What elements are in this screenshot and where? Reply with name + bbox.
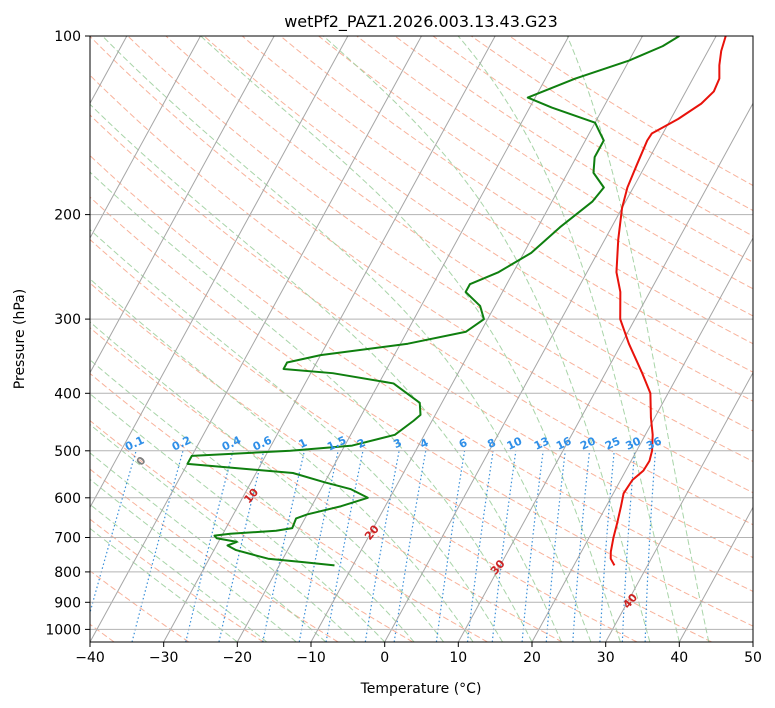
moist-adiabat-line xyxy=(90,103,562,642)
mixing-ratio-label: 30 xyxy=(624,434,644,452)
isotherm-line xyxy=(678,506,753,642)
moist-adiabat-line xyxy=(323,36,651,642)
dry-adiabat-line xyxy=(90,518,264,642)
moist-adiabat-line xyxy=(457,36,680,642)
mixing-ratio-label: 25 xyxy=(603,435,622,453)
mixing-ratio-lines xyxy=(90,450,657,642)
isotherm-line xyxy=(531,236,753,642)
mixing-ratio-label: 16 xyxy=(554,434,574,452)
dry-adiabat-line xyxy=(318,36,753,317)
y-tick-label: 1000 xyxy=(45,622,81,638)
mixing-ratio-label: 10 xyxy=(505,434,525,452)
x-tick-label: 40 xyxy=(670,650,688,666)
dry-adiabat-line xyxy=(90,74,753,526)
moist-adiabat-line xyxy=(90,478,297,642)
isotherm-line xyxy=(90,36,349,509)
y-tick-label: 300 xyxy=(54,312,81,328)
y-tick-label: 900 xyxy=(54,595,81,611)
dry-adiabat-line xyxy=(165,36,753,432)
x-tick-label: −20 xyxy=(223,650,253,666)
dry-adiabat-line xyxy=(90,468,339,642)
isotherm-line xyxy=(90,36,275,374)
y-tick-label: 100 xyxy=(54,29,81,45)
moist-adiabat-line xyxy=(566,36,710,642)
x-axis-ticks: −40 −30 −20 −10 0 10 20 30 40 50 xyxy=(75,642,762,666)
x-tick-label: −40 xyxy=(75,650,105,666)
moist-adiabat-line xyxy=(200,36,621,642)
isotherm-line xyxy=(163,36,496,642)
mixing-ratio-line xyxy=(644,450,657,642)
moist-adiabat-line xyxy=(90,278,474,642)
mixing-ratio-line xyxy=(491,450,517,642)
isotherm-line xyxy=(457,102,753,642)
plot-area xyxy=(90,36,753,642)
x-tick-label: −10 xyxy=(296,650,326,666)
moist-adiabat-line xyxy=(90,527,238,642)
mixing-ratio-line xyxy=(262,450,305,642)
y-tick-label: 400 xyxy=(54,386,81,402)
y-axis-ticks: 100 200 300 400 500 600 700 800 900 1000 xyxy=(45,29,90,638)
isotherms xyxy=(90,36,753,642)
mixing-ratio-label: 13 xyxy=(532,435,551,453)
mixing-ratio-line xyxy=(545,450,566,642)
mixing-ratio-line xyxy=(521,450,544,642)
dry-adiabat-line xyxy=(90,372,488,642)
isotherm-line xyxy=(384,36,717,642)
mixing-ratio-line xyxy=(466,450,494,642)
isotherm-line xyxy=(90,36,201,240)
y-tick-label: 700 xyxy=(54,531,81,547)
mixing-ratio-line xyxy=(572,450,591,642)
temperature-profile-line xyxy=(609,36,727,566)
dry-adiabat-line xyxy=(90,282,638,642)
isotherm-line xyxy=(236,36,570,642)
mixing-ratio-line xyxy=(90,450,137,615)
mixing-ratio-label: 36 xyxy=(644,434,664,452)
moist-adiabat-line xyxy=(90,423,356,642)
mixing-ratio-line xyxy=(435,450,466,642)
mixing-ratio-line xyxy=(218,450,265,642)
x-tick-label: 0 xyxy=(380,650,389,666)
x-tick-label: 20 xyxy=(523,650,541,666)
x-tick-label: −30 xyxy=(149,650,179,666)
isotherm-line xyxy=(605,371,753,642)
y-tick-label: 200 xyxy=(54,208,81,224)
dry-adiabat-line xyxy=(90,570,190,642)
moist-adiabat-line xyxy=(90,452,327,642)
sounding-series xyxy=(186,36,727,567)
moist-adiabat-line xyxy=(90,321,444,642)
dry-adiabat-line xyxy=(90,196,753,627)
isotherm-line xyxy=(310,36,643,642)
moist-adiabat-line xyxy=(102,36,592,642)
y-axis-label: Pressure (hPa) xyxy=(12,289,28,389)
y-tick-label: 800 xyxy=(54,565,81,581)
isotherm-line xyxy=(90,36,422,642)
chart-title: wetPf2_PAZ1.2026.003.13.43.G23 xyxy=(284,12,558,32)
mixing-ratio-label: 20 xyxy=(578,434,598,452)
dewpoint-profile-line xyxy=(186,36,680,567)
x-tick-label: 10 xyxy=(449,650,467,666)
dry-adiabat-line xyxy=(90,36,753,494)
dry-adiabat-line xyxy=(241,36,753,373)
isobars xyxy=(90,36,753,630)
y-tick-label: 600 xyxy=(54,491,81,507)
x-axis-label: Temperature (°C) xyxy=(360,681,482,697)
y-tick-label: 500 xyxy=(54,444,81,460)
moist-adiabat-line xyxy=(90,228,503,642)
x-tick-label: 30 xyxy=(597,650,615,666)
mixing-ratio-line xyxy=(621,450,636,642)
x-tick-label: 50 xyxy=(744,650,762,666)
dry-adiabat-line xyxy=(90,154,753,592)
plot-frame xyxy=(89,35,754,643)
mixing-ratio-line xyxy=(185,450,234,642)
dry-adiabat-line xyxy=(90,238,712,642)
mixing-ratio-line xyxy=(599,450,615,642)
